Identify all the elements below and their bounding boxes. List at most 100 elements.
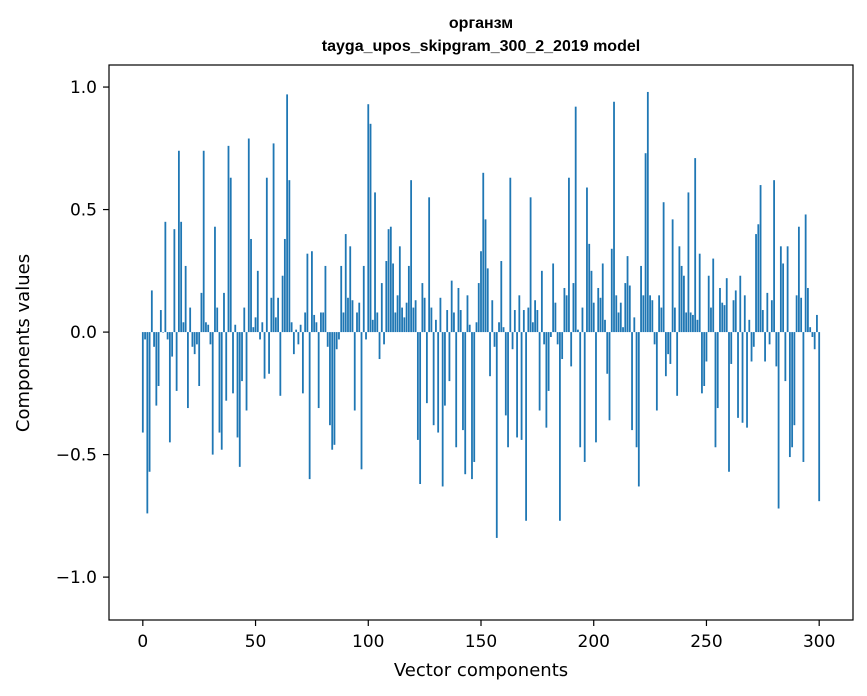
bar (462, 332, 464, 431)
bar (635, 332, 638, 448)
bar (410, 180, 413, 333)
bar (716, 332, 719, 409)
bar (191, 332, 194, 347)
bar (520, 332, 523, 440)
y-tick-label: 0.5 (70, 201, 97, 221)
bar (752, 332, 755, 347)
bar (297, 332, 300, 345)
bar (243, 307, 246, 333)
bar-series (141, 91, 821, 538)
bar (574, 106, 577, 333)
bar (308, 332, 311, 480)
bar (416, 332, 419, 440)
bar (766, 292, 769, 333)
bar (295, 329, 298, 333)
bar (486, 268, 489, 333)
bar (425, 332, 428, 404)
bar (189, 307, 192, 333)
bar (653, 332, 656, 345)
bar (707, 275, 710, 333)
bar (680, 265, 683, 333)
bar (527, 307, 530, 333)
bar (196, 332, 198, 345)
bar (534, 300, 537, 333)
bar (428, 197, 431, 333)
bar (710, 307, 712, 333)
bar (628, 285, 631, 333)
bar (333, 332, 336, 445)
bar (157, 332, 160, 386)
bar (349, 246, 352, 333)
bar (590, 270, 593, 333)
bar (658, 295, 661, 333)
bar (516, 332, 518, 438)
bar (146, 332, 149, 514)
x-axis-label: Vector components (394, 660, 568, 681)
bar (610, 248, 613, 333)
bar (421, 283, 424, 333)
bar (331, 332, 334, 450)
bar (254, 317, 257, 333)
bar (484, 219, 487, 333)
bar (531, 322, 534, 333)
bar (633, 317, 636, 333)
bar (457, 287, 460, 333)
bar (676, 332, 679, 396)
bar (396, 295, 399, 333)
bar (489, 332, 491, 377)
bar (356, 312, 358, 333)
bar (173, 229, 176, 333)
bar (687, 192, 690, 333)
x-tick-label: 0 (137, 632, 148, 652)
bar (162, 332, 165, 333)
bar (759, 185, 762, 333)
bar (651, 300, 654, 333)
bar (175, 332, 178, 391)
bar (797, 226, 800, 333)
bar (617, 312, 620, 333)
bar (380, 283, 383, 333)
bar (728, 332, 730, 472)
bar (701, 332, 703, 394)
bar (493, 332, 496, 347)
bar (401, 307, 403, 333)
bar (631, 332, 633, 431)
bar (444, 332, 446, 406)
bar (809, 327, 812, 333)
bar (182, 322, 185, 333)
bar (581, 307, 584, 333)
bar (342, 312, 345, 333)
bar (371, 319, 374, 333)
bar (712, 258, 715, 333)
bar (263, 332, 266, 379)
bar (311, 251, 313, 333)
bar (482, 172, 485, 333)
bar (518, 295, 521, 333)
bar (660, 307, 663, 333)
bar (385, 261, 388, 333)
bar (466, 295, 469, 333)
bar (714, 332, 717, 448)
bar (601, 263, 604, 333)
plot-frame (108, 64, 854, 621)
bar (761, 310, 764, 333)
bar (757, 224, 760, 333)
bar (218, 332, 221, 433)
bar (694, 158, 697, 333)
bar (437, 332, 440, 433)
bar (739, 275, 742, 333)
x-tick-label: 250 (690, 632, 722, 652)
x-tick-label: 150 (465, 632, 497, 652)
bar (678, 246, 681, 333)
bar (387, 229, 390, 333)
bar (604, 319, 606, 333)
bar (274, 317, 277, 333)
bar (741, 332, 744, 423)
bar (365, 332, 367, 340)
bar (446, 310, 449, 333)
bar (696, 319, 699, 333)
bar (721, 302, 724, 333)
bar (800, 297, 803, 333)
bar (583, 332, 586, 462)
x-tick-label: 300 (803, 632, 835, 652)
